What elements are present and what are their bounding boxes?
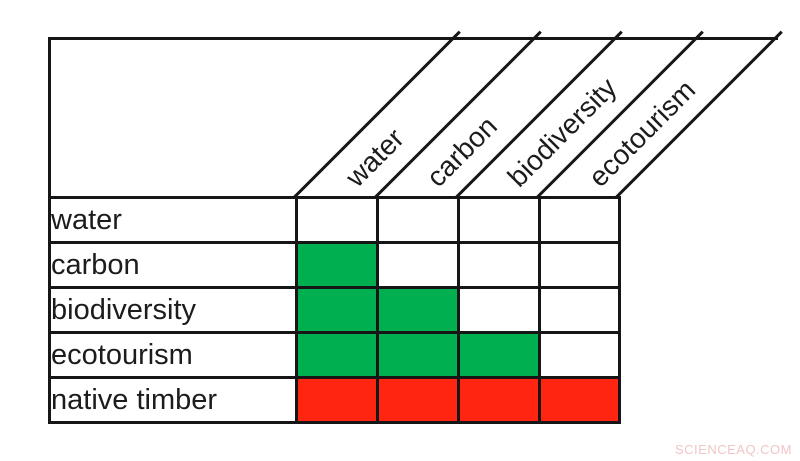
table-row: biodiversity <box>48 286 621 334</box>
matrix-cell <box>457 241 541 289</box>
row-label-native-timber: native timber <box>48 376 298 424</box>
matrix-cell <box>295 286 379 334</box>
matrix-cell <box>295 196 379 244</box>
table-row: carbon <box>48 241 621 289</box>
matrix-cell <box>538 241 621 289</box>
tradeoff-matrix-table: water carbon biodiversity <box>48 196 621 424</box>
matrix-cell <box>457 196 541 244</box>
matrix-cell <box>538 286 621 334</box>
matrix-cell <box>376 331 460 379</box>
matrix-cell <box>538 196 621 244</box>
table-row: native timber <box>48 376 621 424</box>
matrix-cell <box>457 286 541 334</box>
matrix-cell <box>295 331 379 379</box>
row-label-carbon: carbon <box>48 241 298 289</box>
matrix-cell <box>457 376 541 424</box>
matrix-cell <box>295 376 379 424</box>
row-label-biodiversity: biodiversity <box>48 286 298 334</box>
matrix-cell <box>538 376 621 424</box>
matrix-cell <box>376 196 460 244</box>
matrix-cell <box>538 331 621 379</box>
watermark: SCIENCEAQ.COM <box>674 442 792 457</box>
matrix-cell <box>457 331 541 379</box>
row-label-water: water <box>48 196 298 244</box>
matrix-cell <box>376 286 460 334</box>
row-label-ecotourism: ecotourism <box>48 331 298 379</box>
table-row: ecotourism <box>48 331 621 379</box>
table-row: water <box>48 196 621 244</box>
matrix-cell <box>295 241 379 289</box>
header-left-border <box>48 37 51 199</box>
matrix-cell <box>376 376 460 424</box>
header-top-border <box>48 37 778 40</box>
matrix-cell <box>376 241 460 289</box>
